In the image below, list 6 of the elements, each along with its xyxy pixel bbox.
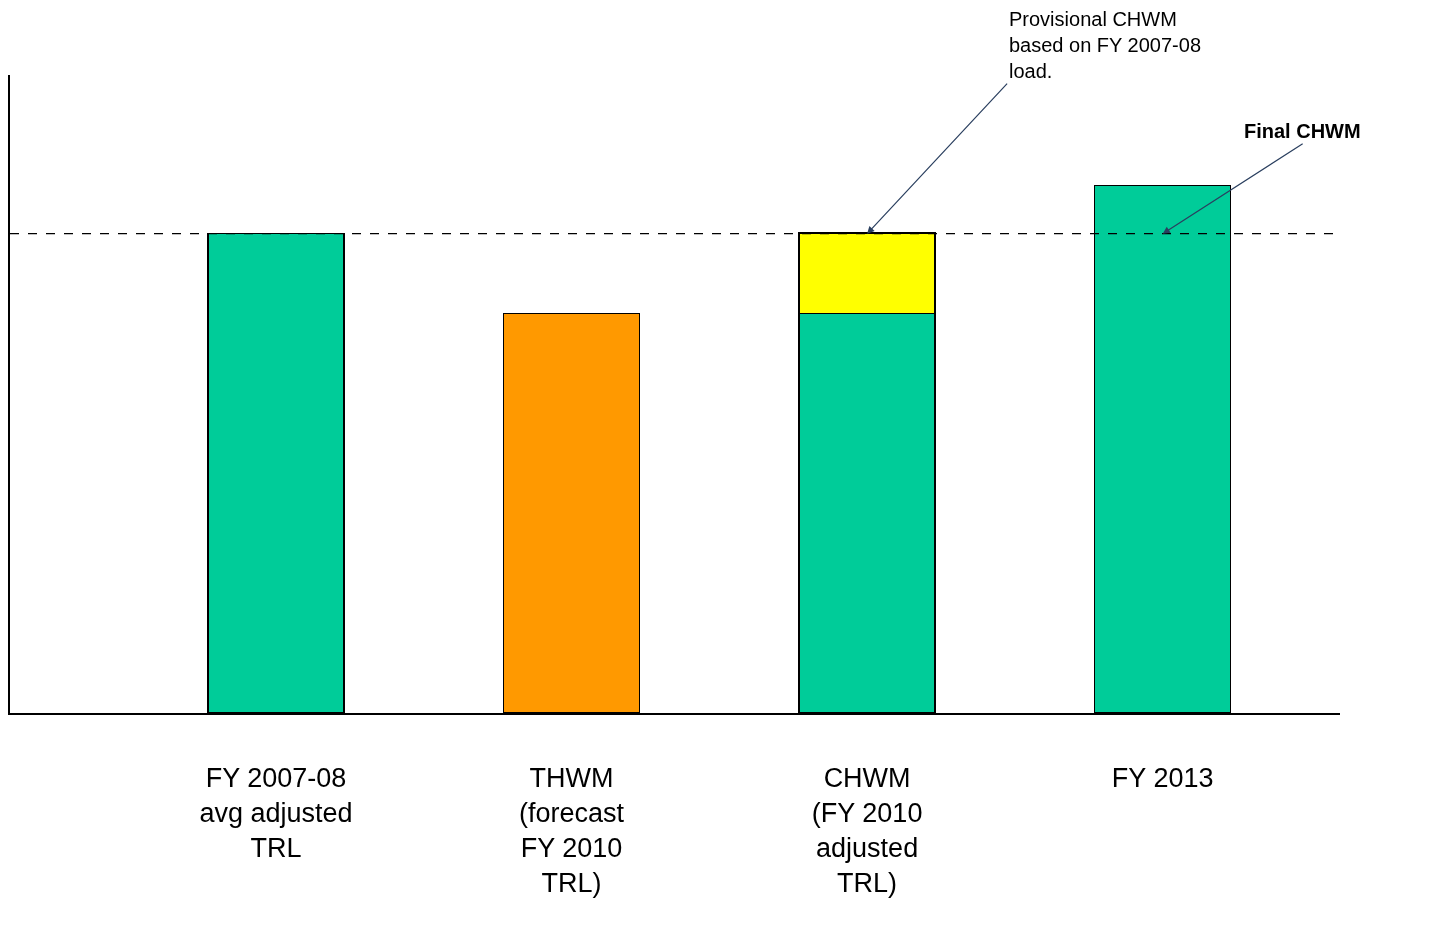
x-tick-label: CHWM (FY 2010 adjusted TRL) xyxy=(811,763,923,899)
x-tick-label: FY 2013 xyxy=(1111,763,1214,794)
x-tick-label: FY 2007-08 avg adjusted TRL xyxy=(199,763,353,864)
x-tick-label: THWM (forecast FY 2010 TRL) xyxy=(519,763,625,899)
annotation: Provisional CHWM based on FY 2007-08 load. xyxy=(1009,8,1202,82)
annotation: Final CHWM xyxy=(1244,120,1361,142)
